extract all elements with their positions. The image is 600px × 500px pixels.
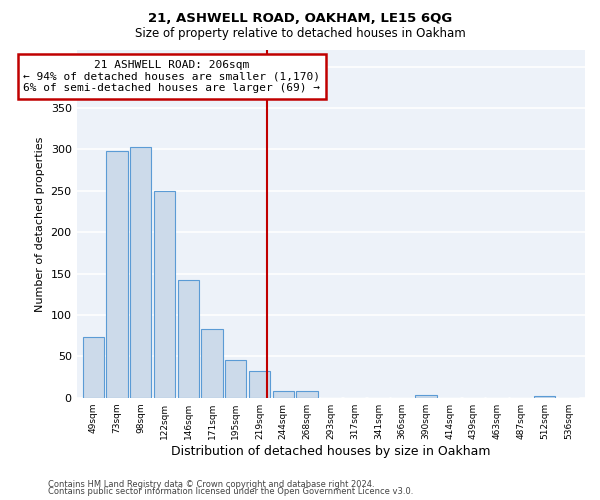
Bar: [415, 395, 437, 398]
Bar: [296, 391, 318, 398]
Bar: [106, 151, 128, 398]
Bar: [178, 280, 199, 398]
Text: 21 ASHWELL ROAD: 206sqm
← 94% of detached houses are smaller (1,170)
6% of semi-: 21 ASHWELL ROAD: 206sqm ← 94% of detache…: [23, 60, 320, 93]
Bar: [272, 391, 294, 398]
Bar: [130, 147, 151, 398]
Bar: [83, 338, 104, 398]
Bar: [534, 396, 556, 398]
Text: Contains HM Land Registry data © Crown copyright and database right 2024.: Contains HM Land Registry data © Crown c…: [48, 480, 374, 489]
Text: Contains public sector information licensed under the Open Government Licence v3: Contains public sector information licen…: [48, 488, 413, 496]
Bar: [225, 360, 247, 398]
Text: Size of property relative to detached houses in Oakham: Size of property relative to detached ho…: [134, 28, 466, 40]
Y-axis label: Number of detached properties: Number of detached properties: [35, 136, 45, 312]
Bar: [249, 371, 270, 398]
Text: 21, ASHWELL ROAD, OAKHAM, LE15 6QG: 21, ASHWELL ROAD, OAKHAM, LE15 6QG: [148, 12, 452, 26]
Bar: [154, 190, 175, 398]
X-axis label: Distribution of detached houses by size in Oakham: Distribution of detached houses by size …: [171, 444, 491, 458]
Bar: [202, 329, 223, 398]
